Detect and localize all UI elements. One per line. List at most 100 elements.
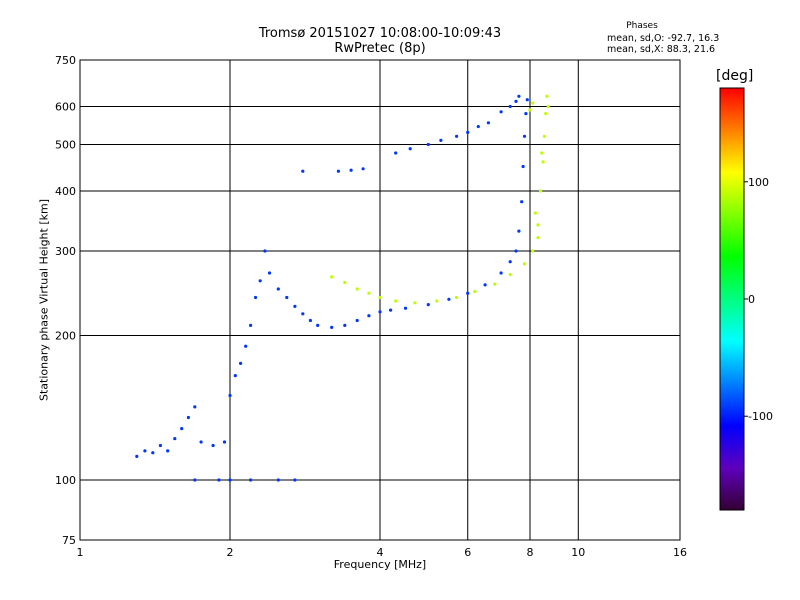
data-point-x <box>536 223 540 227</box>
data-point-x <box>435 299 439 303</box>
data-point-x <box>367 291 371 295</box>
data-point-x <box>545 94 549 98</box>
data-point-o <box>173 437 177 441</box>
y-tick-label: 400 <box>55 185 76 198</box>
colorbar-tick-label: 100 <box>748 176 769 189</box>
data-point-o <box>253 295 258 300</box>
data-point-o <box>466 291 470 295</box>
data-point-x <box>539 189 543 193</box>
data-point-x <box>540 151 544 155</box>
chart-subtitle: RwPretec (8p) <box>334 41 426 56</box>
data-point-x <box>455 295 459 300</box>
y-tick-label: 200 <box>55 330 76 343</box>
data-point-o <box>330 325 334 329</box>
data-point-x <box>542 134 547 138</box>
data-point-o <box>228 393 232 398</box>
data-point-o <box>143 449 147 453</box>
data-point-x <box>473 289 477 294</box>
data-point-o <box>180 427 184 431</box>
chart-title: Tromsø 20151027 10:08:00-10:09:43 <box>258 26 502 41</box>
data-point-o <box>389 308 393 312</box>
data-point-o <box>249 323 253 327</box>
data-point-x <box>355 287 359 291</box>
x-tick-label: 16 <box>673 546 687 559</box>
data-point-o <box>166 449 170 453</box>
phase-stats-title: Phases <box>626 21 658 31</box>
x-tick-label: 2 <box>227 546 234 559</box>
data-point-o <box>455 134 459 138</box>
data-point-o <box>293 304 297 308</box>
y-tick-label: 750 <box>55 54 76 67</box>
data-point-o <box>499 271 503 275</box>
data-point-x <box>413 301 417 305</box>
data-point-o <box>466 130 470 134</box>
data-point-o <box>316 323 320 327</box>
data-point-o <box>517 94 521 98</box>
data-point-o <box>199 440 203 444</box>
data-point-o <box>258 279 262 283</box>
data-point-x <box>541 160 545 164</box>
data-point-x <box>531 249 535 253</box>
data-point-o <box>249 478 253 482</box>
data-point-o <box>186 415 190 420</box>
data-point-o <box>211 443 215 448</box>
data-point-x <box>378 295 382 300</box>
data-point-o <box>135 454 139 458</box>
data-point-o <box>514 99 518 103</box>
x-tick-label: 4 <box>377 546 384 559</box>
data-point-o <box>355 318 359 323</box>
data-point-o <box>276 478 280 482</box>
data-point-o <box>193 405 197 409</box>
data-point-o <box>520 200 524 204</box>
data-point-o <box>439 138 443 142</box>
data-point-x <box>330 275 334 279</box>
data-point-x <box>394 299 398 303</box>
data-point-o <box>228 478 232 482</box>
y-axis-label: Stationary phase Virtual Height [km] <box>37 198 51 402</box>
data-point-o <box>151 451 155 455</box>
data-point-o <box>244 344 248 348</box>
data-point-x <box>522 262 527 266</box>
data-point-o <box>308 318 312 323</box>
data-point-x <box>508 272 512 277</box>
data-point-o <box>508 260 512 264</box>
data-point-o <box>361 167 365 171</box>
colorbar-tick-label: -100 <box>748 410 773 423</box>
phase-stats-o: mean, sd,O: -92.7, 16.3 <box>607 33 720 44</box>
data-point-x <box>546 104 550 109</box>
data-point-o <box>394 151 398 155</box>
data-point-o <box>499 110 503 114</box>
x-axis-label: Frequency [MHz] <box>333 558 427 571</box>
data-point-x <box>536 236 540 240</box>
data-point-o <box>301 312 305 316</box>
data-point-x <box>343 280 347 285</box>
data-point-o <box>517 229 521 233</box>
data-point-o <box>343 323 347 327</box>
data-point-o <box>403 306 408 310</box>
x-tick-label: 10 <box>571 546 585 559</box>
data-point-o <box>222 440 227 444</box>
y-tick-label: 600 <box>55 101 76 114</box>
data-point-o <box>233 374 237 378</box>
y-tick-label: 500 <box>55 139 76 152</box>
data-point-o <box>525 98 529 102</box>
data-point-o <box>336 169 340 173</box>
data-point-o <box>483 283 487 287</box>
data-point-x <box>544 112 548 116</box>
data-point-o <box>301 169 305 173</box>
data-point-o <box>349 168 353 172</box>
data-point-o <box>217 478 221 482</box>
x-tick-label: 6 <box>464 546 471 559</box>
data-point-o <box>378 310 382 314</box>
data-point-o <box>524 112 528 116</box>
y-tick-label: 75 <box>62 534 76 547</box>
data-point-o <box>293 478 297 482</box>
data-point-o <box>426 303 430 307</box>
y-tick-label: 300 <box>55 245 76 258</box>
x-tick-label: 1 <box>77 546 84 559</box>
data-point-x <box>533 211 537 215</box>
colorbar-unit-label: [deg] <box>716 68 754 84</box>
data-point-o <box>508 104 512 109</box>
data-point-o <box>486 121 490 125</box>
